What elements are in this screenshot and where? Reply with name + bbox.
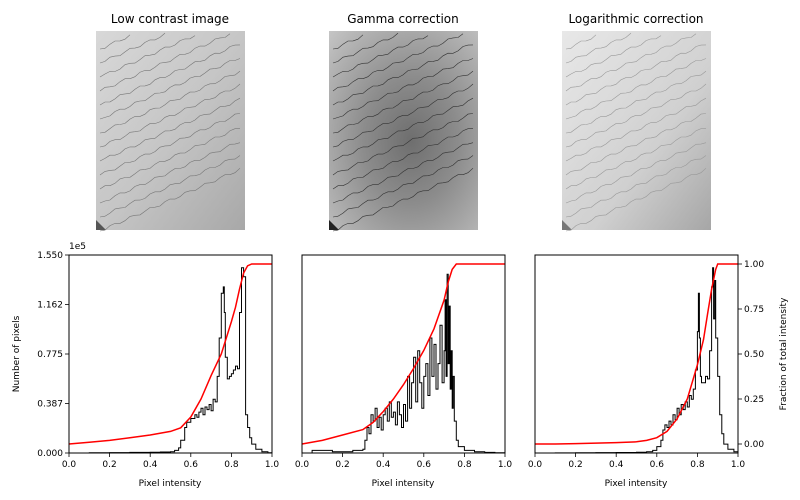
x-tick-label: 0.0	[528, 460, 543, 470]
x-tick-label: 0.4	[143, 460, 158, 470]
x-tick-label: 0.6	[417, 460, 432, 470]
x-tick-label: 0.8	[224, 460, 239, 470]
x-tick-label: 0.6	[650, 460, 665, 470]
y-tick-label: 1.162	[37, 301, 63, 311]
x-tick-label: 0.8	[457, 460, 472, 470]
x-axis-label-3: Pixel intensity	[605, 479, 668, 489]
y2-tick-label: 0.50	[744, 350, 764, 360]
y2-tick-label: 0.25	[744, 395, 764, 405]
histogram-line-3	[535, 267, 739, 454]
x-tick-label: 0.2	[102, 460, 116, 470]
y-tick-label: 0.775	[37, 350, 63, 360]
x-axis-label-2: Pixel intensity	[372, 479, 435, 489]
y2-tick-label: 0.00	[744, 440, 764, 450]
x-tick-label: 0.6	[184, 460, 199, 470]
y-tick-label: 1.550	[37, 251, 63, 261]
y2-tick-label: 0.75	[744, 305, 764, 315]
x-tick-label: 1.0	[498, 460, 513, 470]
image-gamma	[329, 31, 478, 232]
panel-title-log: Logarithmic correction	[568, 12, 703, 26]
panel-title-low-contrast: Low contrast image	[111, 12, 229, 26]
axes-frame-2	[301, 254, 506, 454]
y2-axis-label: Fraction of total intensity	[779, 297, 789, 410]
x-tick-label: 0.4	[376, 460, 391, 470]
axes-frame-3	[534, 254, 739, 454]
y2-tick-label: 1.00	[744, 260, 764, 270]
cdf-line-3	[535, 263, 738, 445]
x-tick-label: 1.0	[265, 460, 280, 470]
handwriting-mark	[99, 32, 241, 232]
cdf-line-2	[301, 263, 505, 445]
y-tick-label: 0.387	[37, 400, 63, 410]
y-offset-text: 1e5	[69, 242, 86, 252]
x-tick-label: 0.0	[295, 460, 310, 470]
handwriting-mark	[332, 32, 474, 232]
handwriting-mark	[565, 32, 707, 232]
panel-title-gamma: Gamma correction	[347, 12, 459, 26]
x-tick-label: 0.0	[62, 460, 77, 470]
histogram-line-2	[302, 273, 506, 454]
image-log	[562, 31, 711, 232]
histogram-line-1	[69, 267, 273, 454]
y-tick-label: 0.000	[37, 449, 63, 459]
x-tick-label: 0.2	[335, 460, 349, 470]
image-low-contrast	[96, 31, 245, 232]
cdf-line-1	[68, 263, 272, 445]
x-tick-label: 0.4	[609, 460, 624, 470]
x-tick-label: 0.2	[568, 460, 582, 470]
x-tick-label: 0.8	[690, 460, 705, 470]
y-axis-label: Number of pixels	[12, 315, 22, 392]
x-axis-label-1: Pixel intensity	[139, 479, 202, 489]
x-tick-label: 1.0	[731, 460, 746, 470]
